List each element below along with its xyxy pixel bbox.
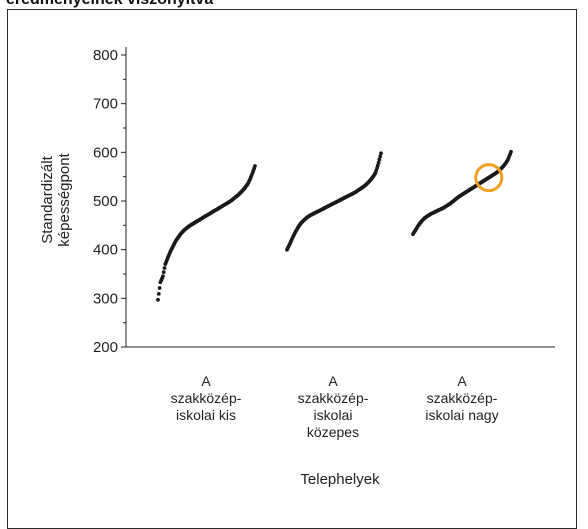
- data-point: [161, 274, 165, 279]
- labels: Standardizáltképességpont A szakközép-isko…: [39, 152, 499, 488]
- data-point: [157, 286, 162, 290]
- x-category-label-line: A: [457, 373, 467, 389]
- points: [156, 149, 513, 302]
- x-category-label-line: iskolai kis: [176, 407, 236, 423]
- x-category-label-line: A: [201, 373, 211, 389]
- data-point: [162, 266, 167, 270]
- y-tick-label: 300: [93, 290, 118, 307]
- y-tick-label: 800: [93, 47, 118, 64]
- x-category-label-line: közepes: [307, 424, 359, 440]
- x-category-label-line: A: [328, 373, 338, 389]
- data-point: [156, 292, 161, 296]
- data-point: [156, 297, 160, 302]
- y-tick-label: 400: [93, 242, 118, 259]
- y-tick-label: 700: [93, 96, 118, 113]
- y-axis-title-line: képességpont: [56, 152, 73, 246]
- data-point: [253, 164, 257, 168]
- chart-svg: 200 300 400 500 600 700 800 Standardizáltképes…: [39, 47, 555, 488]
- x-axis-title: Telephelyek: [300, 471, 380, 488]
- x-category-label-line: szakközép-: [298, 390, 369, 406]
- data-point: [379, 151, 383, 156]
- x-category-label-line: szakközép-: [171, 390, 242, 406]
- data-point: [509, 149, 513, 154]
- x-category-label-line: iskolai: [314, 407, 353, 423]
- data-point: [377, 157, 382, 162]
- y-axis-title-line: Standardizált: [39, 155, 56, 243]
- y-tick-label: 600: [93, 144, 118, 161]
- y-tick-label: 500: [93, 193, 118, 210]
- y-axis-title: Standardizáltképességpont: [39, 152, 73, 246]
- y-tick-label: 200: [93, 339, 118, 356]
- data-point: [375, 163, 380, 168]
- data-point: [378, 154, 383, 159]
- data-point: [161, 270, 166, 274]
- axes: 200 300 400 500 600 700 800: [93, 47, 555, 356]
- x-category-label-line: iskolai nagy: [425, 407, 498, 423]
- x-category-label-line: szakközép-: [427, 390, 498, 406]
- clipped-title: eredményeinek viszonyítva: [6, 0, 213, 9]
- data-point: [376, 160, 381, 165]
- highlight-circle: [474, 163, 504, 193]
